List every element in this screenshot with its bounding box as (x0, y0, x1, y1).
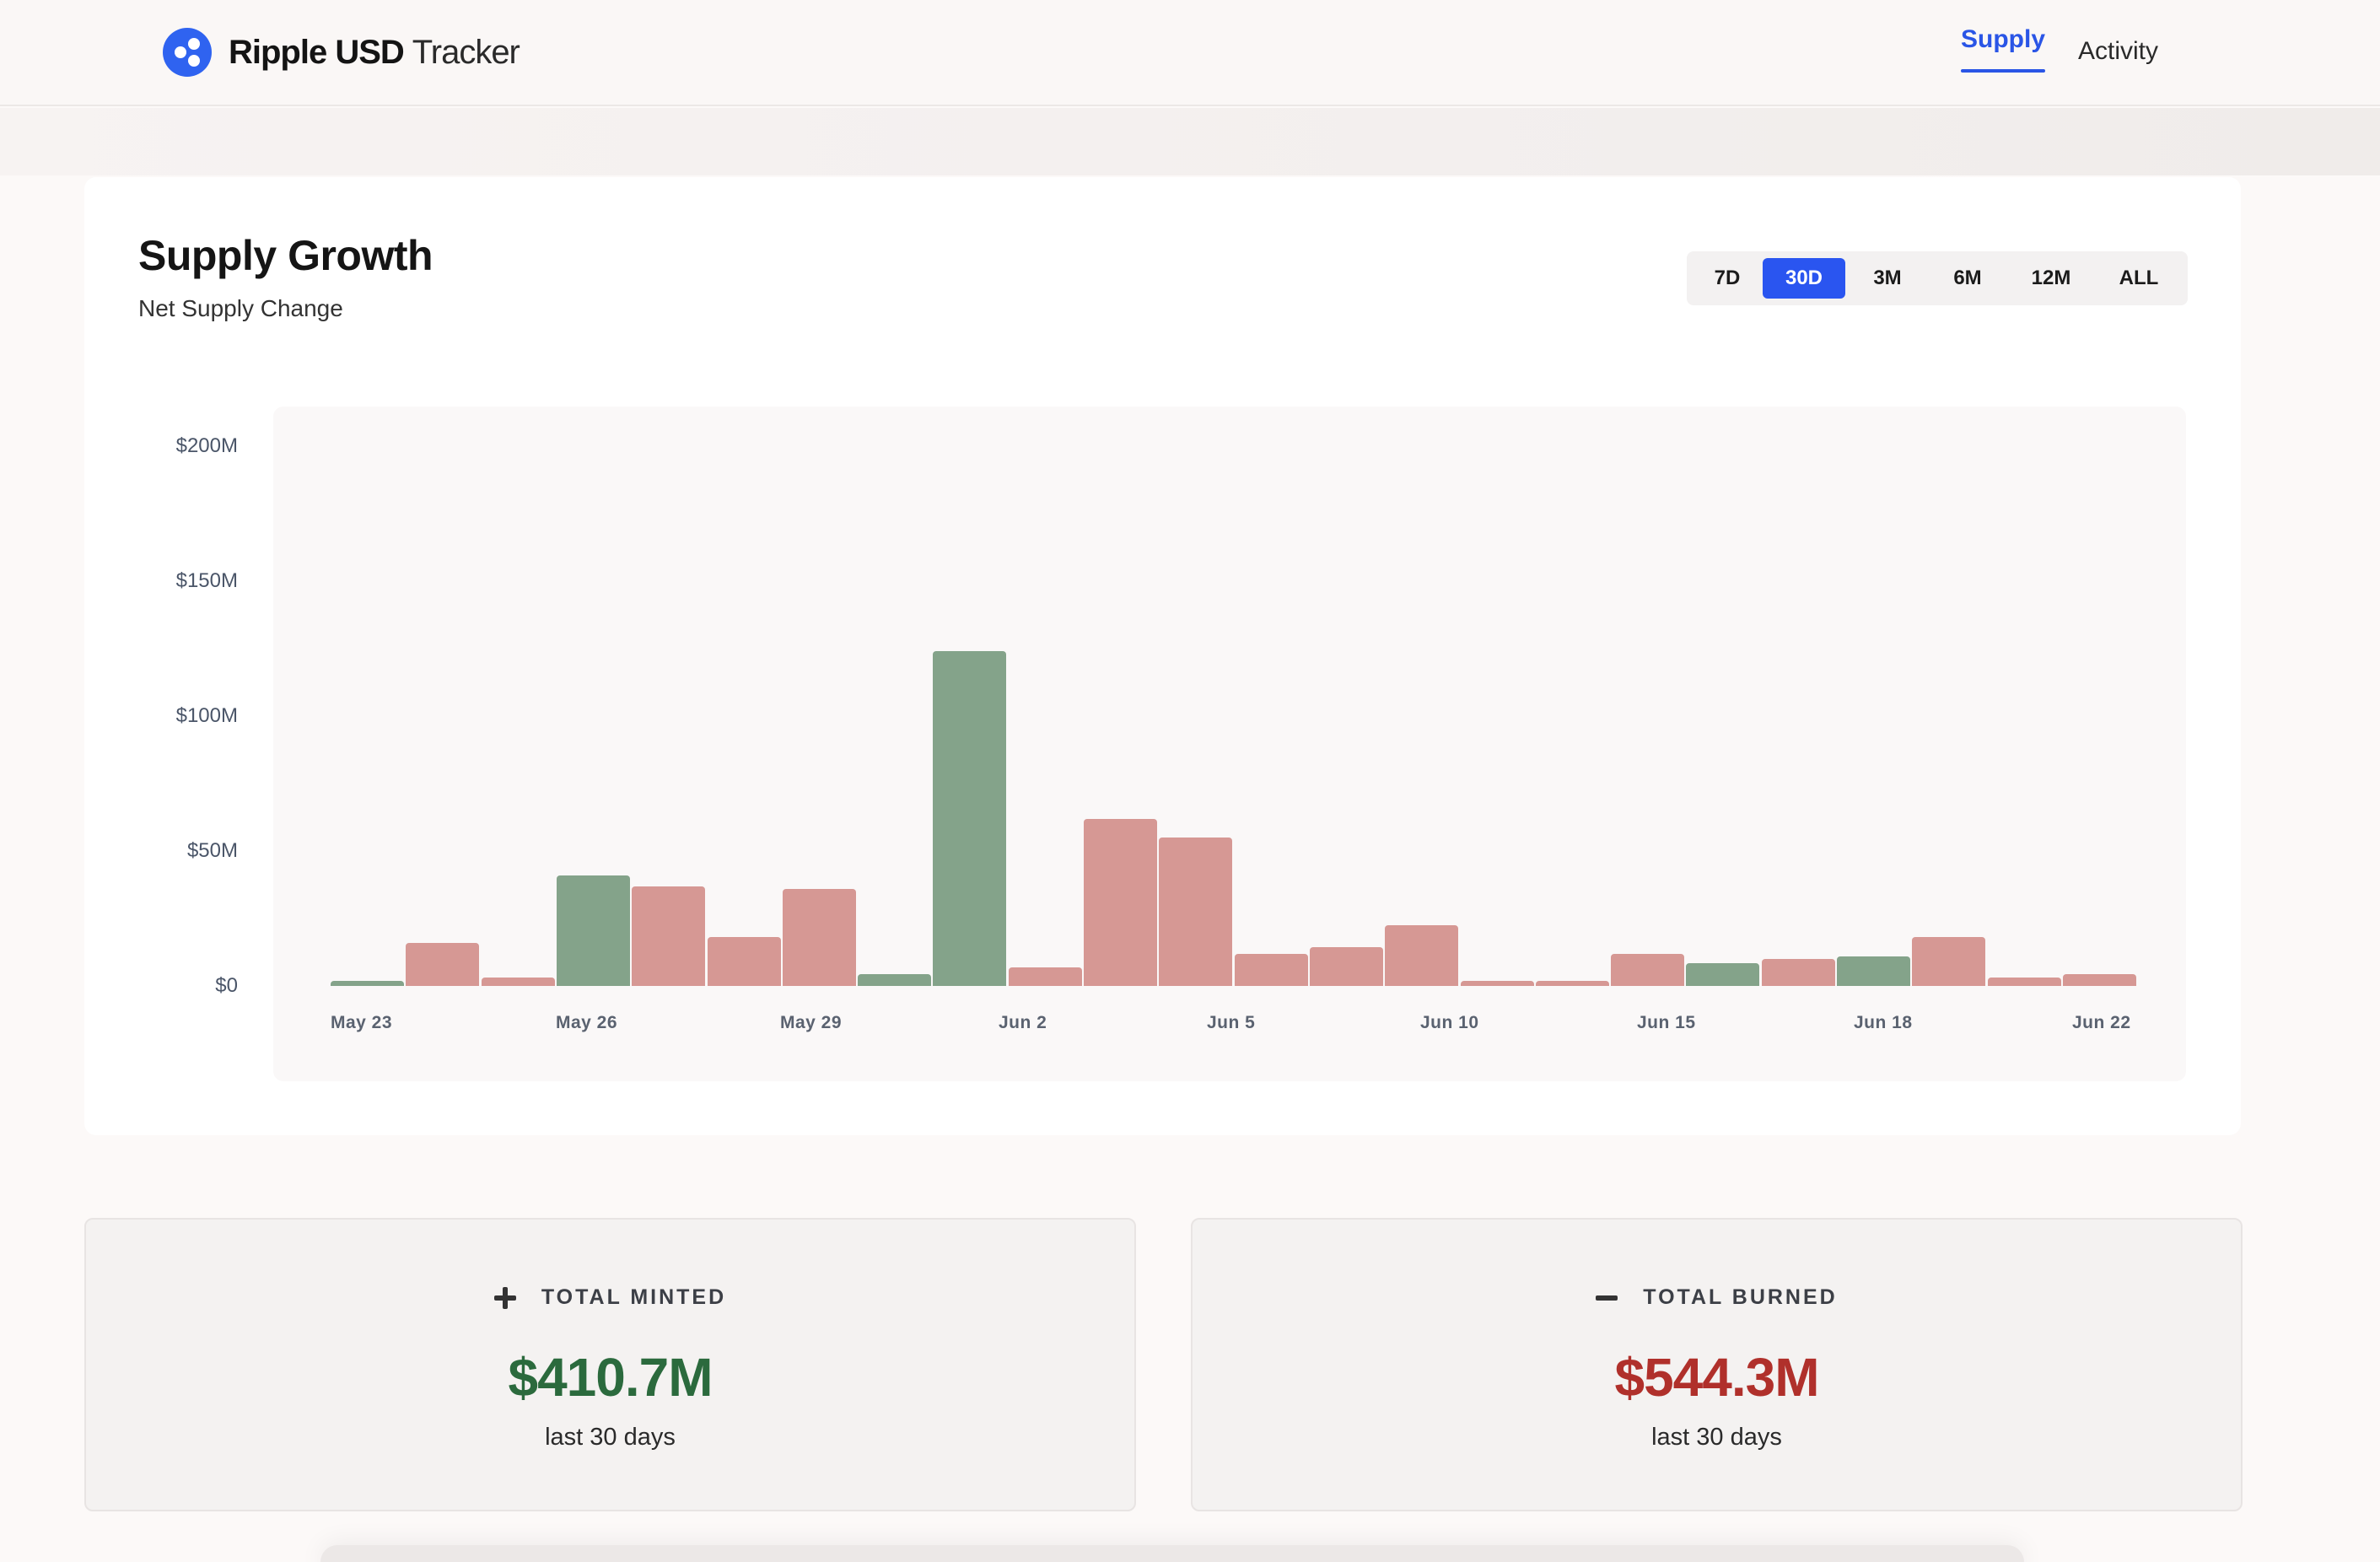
brand-logo[interactable]: Ripple USD Tracker (163, 27, 520, 78)
bar-burn[interactable] (1309, 946, 1383, 986)
y-tick-label: $100M (175, 704, 238, 727)
bar-mint[interactable] (933, 651, 1007, 986)
x-tick-label: May 23 (331, 1013, 393, 1032)
nav-tab-supply[interactable]: Supply (1961, 25, 2046, 76)
range-button-7d[interactable]: 7D (1714, 267, 1741, 289)
range-button-all[interactable]: ALL (2119, 267, 2159, 289)
y-tick-label: $200M (175, 434, 238, 457)
top-header: Ripple USD Tracker Supply Activity (0, 0, 2380, 106)
bar-burn[interactable] (1460, 980, 1534, 986)
total-minted-card: TOTAL MINTED $410.7M last 30 days (84, 1218, 1136, 1511)
bar-mint[interactable] (1837, 956, 1910, 986)
range-button-12m[interactable]: 12M (2031, 267, 2071, 289)
chart-title: Supply Growth (138, 232, 433, 279)
total-minted-value: $410.7M (508, 1347, 713, 1408)
total-minted-label: TOTAL MINTED (541, 1285, 727, 1309)
bar-burn[interactable] (707, 937, 781, 986)
bar-mint[interactable] (556, 875, 630, 986)
bar-burn[interactable] (1912, 937, 1986, 986)
bar-burn[interactable] (1535, 980, 1609, 986)
bar-burn[interactable] (632, 886, 706, 986)
x-tick-label: May 29 (780, 1013, 843, 1032)
nav-tab-activity[interactable]: Activity (2078, 37, 2159, 65)
bottom-card-edge (320, 1545, 2024, 1562)
bar-burn[interactable] (782, 888, 856, 986)
supply-growth-card: Supply Growth Net Supply Change 7D 30D 3… (84, 177, 2241, 1135)
brand-name-light: Tracker (412, 33, 520, 71)
bar-burn[interactable] (406, 942, 480, 986)
chart-plot-area: May 23 May 26 May 29 Jun 2 Jun 5 Jun 10 Jun 15… (273, 407, 2186, 1081)
range-button-6m[interactable]: 6M (1953, 267, 1982, 289)
total-minted-period: last 30 days (545, 1424, 676, 1451)
header-band (0, 108, 2380, 175)
total-burned-period: last 30 days (1651, 1424, 1782, 1451)
bar-burn[interactable] (1385, 925, 1459, 986)
bar-mint[interactable] (1686, 962, 1760, 986)
bar-burn[interactable] (2062, 973, 2136, 986)
bar-mint[interactable] (858, 973, 932, 986)
y-tick-label: $50M (186, 839, 238, 862)
x-tick-label: Jun 15 (1637, 1013, 1696, 1032)
range-button-3m[interactable]: 3M (1873, 267, 1902, 289)
total-burned-value: $544.3M (1614, 1347, 1819, 1408)
ripple-logo-icon (163, 28, 212, 77)
range-button-30d[interactable]: 30D (1763, 258, 1845, 299)
plus-icon (493, 1286, 516, 1309)
bar-burn[interactable] (1159, 838, 1233, 986)
bar-burn[interactable] (1987, 978, 2061, 986)
brand-name: Ripple USD Tracker (229, 34, 520, 72)
bar-burn[interactable] (1008, 967, 1082, 986)
bar-burn[interactable] (1761, 959, 1835, 986)
minus-icon (1596, 1287, 1618, 1309)
y-tick-label: $0 (215, 974, 238, 997)
total-burned-card: TOTAL BURNED $544.3M last 30 days (1191, 1218, 2243, 1511)
bar-burn[interactable] (1084, 818, 1157, 986)
x-tick-label: Jun 2 (999, 1013, 1047, 1032)
bar-burn[interactable] (1611, 953, 1685, 986)
bar-mint[interactable] (331, 980, 404, 986)
time-range-selector: 7D 30D 3M 6M 12M ALL (1687, 251, 2188, 305)
x-tick-label: May 26 (556, 1013, 618, 1032)
x-tick-label: Jun 22 (2072, 1013, 2131, 1032)
x-tick-label: Jun 5 (1207, 1013, 1256, 1032)
bar-burn[interactable] (481, 978, 555, 986)
total-burned-label: TOTAL BURNED (1643, 1285, 1838, 1309)
x-tick-label: Jun 10 (1420, 1013, 1479, 1032)
chart-subtitle: Net Supply Change (138, 295, 343, 321)
brand-name-strong: Ripple USD (229, 33, 405, 71)
y-tick-label: $150M (175, 569, 238, 592)
bar-burn[interactable] (1234, 953, 1308, 986)
x-tick-label: Jun 18 (1854, 1013, 1913, 1032)
